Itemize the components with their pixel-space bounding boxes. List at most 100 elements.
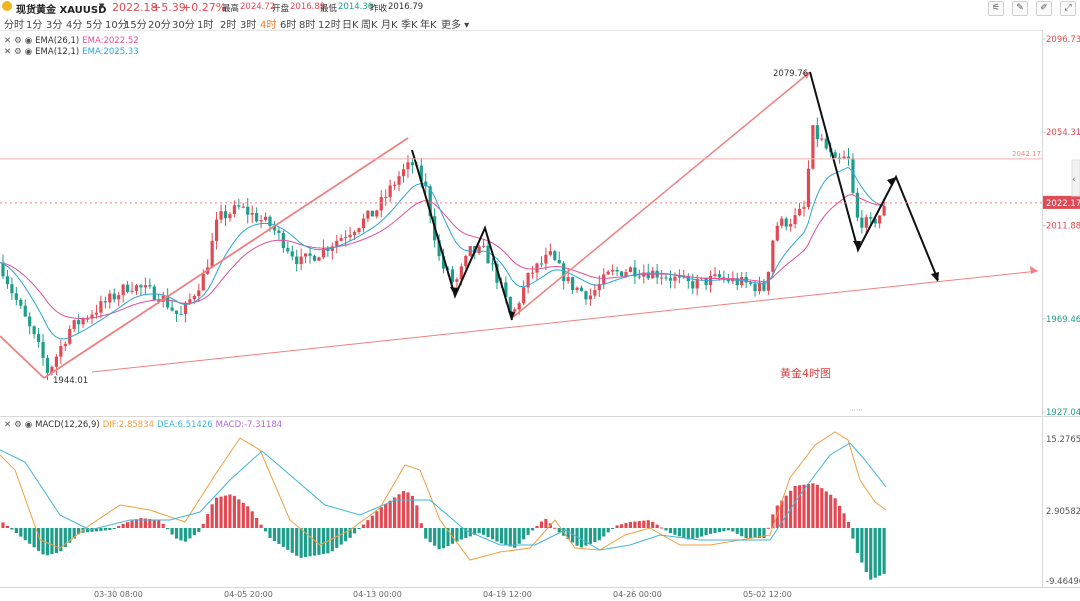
fullscreen-icon[interactable]: ⤢ [1060,1,1076,16]
eye-icon[interactable]: ◉ [24,420,33,430]
macd-histogram-bar [446,528,450,546]
timeframe-8[interactable]: 30分 [172,20,195,31]
candle-body [352,232,357,235]
macd-histogram-bar [424,528,428,539]
candle-body [1,262,5,277]
chevron-left-icon[interactable]: ‹ [1072,175,1076,185]
macd-histogram-bar [237,499,241,528]
macd-histogram-bar [820,488,824,528]
candle-body [375,210,379,217]
brush-icon[interactable]: ✐ [1036,1,1052,16]
macd-histogram-bar [201,523,205,528]
macd-histogram-bar [321,528,325,555]
candle-body [704,277,708,286]
settings-icon[interactable]: ⚙ [14,36,22,46]
candle-body [50,366,54,373]
collapse-panel-tab[interactable] [1071,159,1080,197]
macd-histogram-bar [255,517,259,528]
candle-body [410,162,414,166]
macd-histogram-bar [401,491,406,528]
timeframe-0[interactable]: 分时 [4,20,24,31]
macd-histogram-bar [522,528,526,540]
timeframe-19[interactable]: 季K [401,20,418,31]
macd-histogram-bar [335,528,339,548]
timeframe-10[interactable]: 2时 [220,20,237,31]
symbol-name[interactable]: 现货黄金 XAUUSD [16,5,107,16]
close-icon[interactable]: ✕ [4,36,12,46]
macd-histogram-bar [317,528,321,555]
macd-histogram-bar [72,528,76,539]
macd-histogram-bar [508,528,512,547]
chevron-down-icon[interactable]: ▼ [99,2,105,10]
macd-histogram-bar [384,503,388,528]
close-icon[interactable]: ✕ [4,47,12,57]
candle-body [668,278,673,281]
macd-histogram-bar [597,528,601,541]
pencil-icon[interactable]: ✎ [1012,1,1028,16]
macd-histogram-bar [593,528,597,543]
macd-histogram-bar [152,519,156,528]
timeframe-9[interactable]: 1时 [197,20,214,31]
open-value: 2016.89 [290,2,326,12]
timeframe-20[interactable]: 年K [420,20,437,31]
high-value: 2024.72 [240,2,276,12]
macd-histogram-bar [393,497,397,528]
candle-body [713,274,717,276]
arrowhead-icon [802,72,810,79]
candle-body [121,284,125,296]
macd-histogram-bar [588,528,592,544]
timeframe-7[interactable]: 20分 [148,20,171,31]
settings-icon[interactable]: ⚙ [14,47,22,57]
timeframe-14[interactable]: 8时 [299,20,316,31]
timeframe-18[interactable]: 月K [381,20,398,31]
timeframe-2[interactable]: 3分 [46,20,63,31]
candle-body [384,196,388,198]
timeframe-12[interactable]: 4时 [260,20,277,31]
timeframe-5[interactable]: 10分 [105,20,128,31]
macd-histogram-bar [851,528,855,539]
macd-histogram-bar [63,528,67,547]
macd-histogram-bar [126,522,130,528]
macd-histogram-bar [370,515,374,528]
timeframe-4[interactable]: 5分 [86,20,103,31]
price-change-pct: +0.27% [182,1,227,14]
timeframe-11[interactable]: 3时 [240,20,257,31]
macd-histogram-bar [366,520,370,528]
trend-line [0,335,45,379]
candle-body [237,205,241,207]
timeframe-6[interactable]: 15分 [124,20,147,31]
timeframe-1[interactable]: 1分 [26,20,43,31]
timeframe-15[interactable]: 12时 [318,20,341,31]
macd-histogram-bar [731,528,735,532]
candle-body [268,216,272,226]
macd-histogram-bar [148,518,152,528]
macd-histogram-bar [668,528,673,534]
macd-histogram-bar [250,511,254,528]
candle-body [179,313,183,315]
macd-histogram-bar [455,528,459,542]
candle-body [246,206,250,215]
scroll-handle[interactable]: ⋯⋯ [849,406,863,414]
macd-histogram-bar [642,520,646,528]
close-icon[interactable]: ✕ [4,420,12,430]
timeframe-21[interactable]: 更多 ▾ [441,20,470,31]
candle-body [397,176,401,185]
macd-histogram-bar [784,495,788,528]
timeframe-13[interactable]: 6时 [280,20,297,31]
chart-type-icon[interactable]: ⚟ [988,1,1004,16]
macd-histogram-bar [664,528,668,531]
candle-body [820,138,824,140]
macd-histogram-bar [624,523,628,528]
settings-icon[interactable]: ⚙ [14,420,22,430]
timeframe-3[interactable]: 4分 [66,20,83,31]
candle-body [152,286,156,300]
macd-histogram-bar [121,523,125,528]
eye-icon[interactable]: ◉ [24,36,33,46]
timeframe-16[interactable]: 日K [342,20,359,31]
macd-histogram-bar [726,528,730,531]
eye-icon[interactable]: ◉ [24,47,33,57]
macd-histogram-bar [348,528,352,538]
timeframe-17[interactable]: 周K [361,20,378,31]
macd-histogram-bar [735,528,739,534]
